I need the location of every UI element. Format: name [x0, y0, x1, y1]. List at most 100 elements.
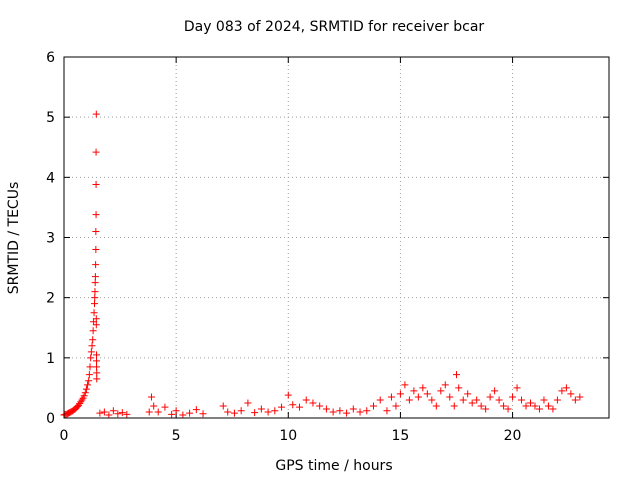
data-point	[527, 399, 535, 407]
data-point	[468, 399, 476, 407]
data-point	[150, 402, 158, 410]
data-point	[500, 402, 508, 410]
y-axis-label: SRMTID / TECUs	[6, 182, 22, 295]
data-point	[486, 393, 494, 401]
data-point	[154, 408, 162, 416]
data-point	[513, 384, 521, 392]
data-point	[316, 402, 324, 410]
data-point	[392, 402, 400, 410]
data-point	[491, 387, 499, 395]
data-point	[410, 387, 418, 395]
data-point	[82, 385, 90, 393]
data-point	[571, 396, 579, 404]
data-point	[432, 402, 440, 410]
data-point	[75, 401, 83, 409]
data-point	[567, 390, 575, 398]
data-point	[522, 402, 530, 410]
data-point	[168, 410, 176, 418]
data-point	[309, 399, 317, 407]
data-point	[76, 400, 84, 408]
data-point	[91, 273, 99, 281]
data-point	[450, 402, 458, 410]
data-point	[423, 390, 431, 398]
data-point	[90, 309, 98, 317]
data-point	[92, 181, 100, 189]
data-point	[237, 407, 245, 415]
data-point	[576, 393, 584, 401]
data-point	[96, 409, 104, 417]
data-point	[80, 392, 88, 400]
chart-title: Day 083 of 2024, SRMTID for receiver bca…	[184, 19, 485, 35]
data-point	[109, 407, 117, 415]
data-point	[558, 387, 566, 395]
data-point	[264, 408, 272, 416]
data-point	[114, 410, 122, 418]
data-point	[376, 396, 384, 404]
data-point	[77, 398, 85, 406]
data-point	[401, 381, 409, 389]
data-point	[452, 371, 460, 379]
data-point	[289, 401, 297, 409]
data-point	[473, 396, 481, 404]
data-point	[336, 407, 344, 415]
data-point	[85, 377, 93, 385]
data-point	[192, 406, 200, 414]
data-point	[84, 381, 92, 389]
data-point	[302, 396, 310, 404]
data-point	[89, 336, 97, 344]
data-point	[414, 393, 422, 401]
y-tick-label: 0	[46, 411, 55, 427]
data-point	[549, 405, 557, 413]
data-point	[147, 393, 155, 401]
data-point	[88, 342, 96, 350]
data-point	[199, 410, 207, 418]
y-tick-label: 3	[46, 231, 55, 247]
data-point	[91, 288, 99, 296]
data-point	[186, 409, 194, 417]
x-tick-label: 20	[504, 428, 522, 444]
data-point	[343, 409, 351, 417]
data-point	[295, 403, 303, 411]
y-tick-label: 1	[46, 351, 55, 367]
data-point	[93, 369, 101, 377]
data-point	[428, 396, 436, 404]
tick-layer: 0 1 2 3 4 5 6 0 5 10 15 20	[46, 50, 609, 444]
data-point	[257, 405, 265, 413]
data-point	[482, 405, 490, 413]
data-point	[161, 403, 169, 411]
data-point	[85, 371, 93, 379]
data-point	[271, 407, 279, 415]
x-tick-label: 5	[172, 428, 181, 444]
data-point	[363, 407, 371, 415]
data-point	[251, 409, 259, 417]
data-point	[284, 391, 292, 399]
data-point	[179, 411, 187, 419]
y-tick-label: 2	[46, 291, 55, 307]
data-point	[518, 396, 526, 404]
data-point	[91, 300, 99, 308]
data-point	[92, 110, 100, 118]
data-point	[172, 407, 180, 415]
data-point	[455, 384, 463, 392]
data-point	[446, 393, 454, 401]
data-point	[531, 402, 539, 410]
data-point	[544, 402, 552, 410]
data-point	[495, 396, 503, 404]
data-point	[92, 321, 100, 329]
data-point	[356, 408, 364, 416]
grid-layer	[64, 57, 609, 418]
data-point	[224, 408, 232, 416]
data-point	[81, 389, 89, 397]
data-point	[419, 384, 427, 392]
data-point	[405, 396, 413, 404]
data-point	[464, 390, 472, 398]
y-tick-label: 5	[46, 110, 55, 126]
data-point	[92, 211, 100, 219]
data-point	[278, 403, 286, 411]
data-point	[441, 381, 449, 389]
data-point	[387, 393, 395, 401]
data-point	[87, 354, 95, 362]
data-point	[383, 407, 391, 415]
x-axis-label: GPS time / hours	[275, 458, 392, 474]
